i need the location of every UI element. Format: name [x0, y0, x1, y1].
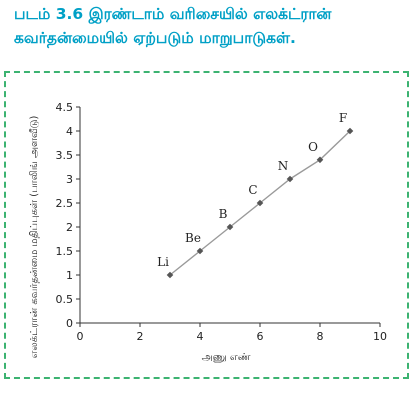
y-tick-label: 3	[66, 173, 73, 186]
point-label-b: B	[219, 207, 228, 221]
chart-axes: 0 0.5 1 1.5 2 2.5 3 3.5 4 4.5 0 2 4 6 8 10	[56, 101, 388, 343]
data-point-c	[256, 199, 264, 207]
point-label-o: O	[308, 140, 318, 154]
point-label-li: Li	[157, 255, 169, 269]
y-tick-label: 1.5	[56, 245, 74, 258]
caption-line-2: கவர்தன்மையில் ஏற்படும் மாறுபாடுகள்.	[14, 29, 296, 47]
x-tick-label: 6	[257, 330, 264, 343]
x-tick-label: 4	[197, 330, 204, 343]
y-tick-label: 4.5	[56, 101, 74, 114]
data-point-o	[316, 156, 324, 164]
y-tick-label: 2	[66, 221, 73, 234]
chart-series: Li Be B C N O F	[157, 111, 354, 279]
y-tick-label: 2.5	[56, 197, 74, 210]
x-tick-label: 0	[77, 330, 84, 343]
data-point-li	[166, 271, 174, 279]
figure-caption: படம் 3.6 இரண்டாம் வரிசையில் எலக்ட்ரான் க…	[14, 2, 409, 50]
point-label-f: F	[339, 111, 347, 125]
y-axis-label: எலக்ட்ரான் கவர்தன்மை மதிப்புகள் (பாலிங் …	[29, 116, 40, 359]
chart-frame	[4, 71, 409, 379]
caption-line-1: படம் 3.6 இரண்டாம் வரிசையில் எலக்ட்ரான்	[14, 5, 332, 23]
data-point-be	[196, 247, 204, 255]
y-tick-label: 0.5	[56, 293, 74, 306]
data-point-b	[226, 223, 234, 231]
y-tick-label: 4	[66, 125, 73, 138]
y-tick-label: 1	[66, 269, 73, 282]
x-tick-label: 8	[317, 330, 324, 343]
y-tick-label: 3.5	[56, 149, 74, 162]
point-label-be: Be	[185, 231, 201, 245]
data-point-f	[346, 127, 354, 135]
point-label-n: N	[278, 159, 289, 173]
y-tick-label: 0	[66, 317, 73, 330]
x-axis-label: அணு எண்	[202, 352, 251, 363]
x-tick-label: 10	[373, 330, 387, 343]
x-tick-label: 2	[137, 330, 144, 343]
point-label-c: C	[248, 183, 257, 197]
data-point-n	[286, 175, 294, 183]
